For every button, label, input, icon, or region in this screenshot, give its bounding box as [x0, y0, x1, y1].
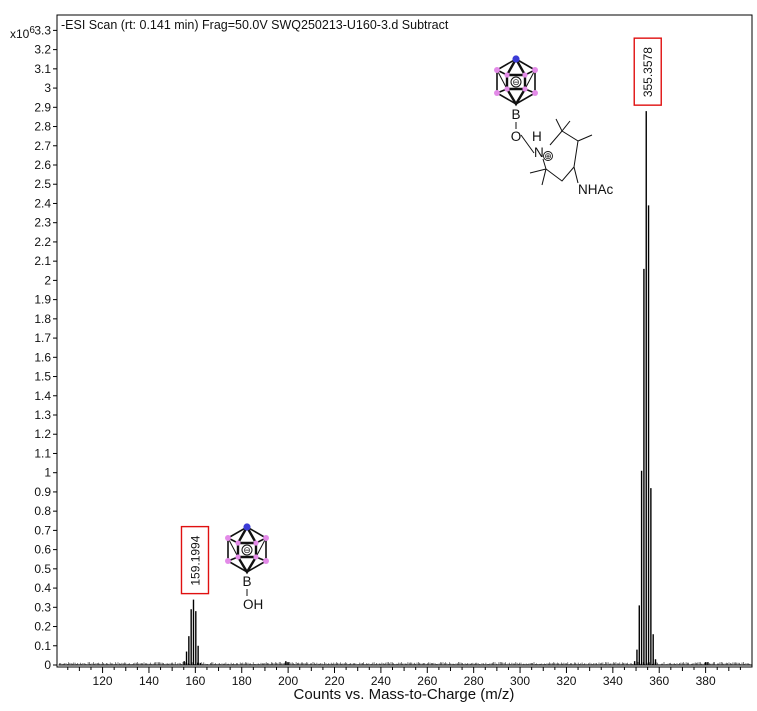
- x-tick-label: 160: [185, 674, 205, 688]
- svg-text:OH: OH: [243, 597, 263, 612]
- cage-right: ⊖: [494, 55, 538, 107]
- svg-text:355.3578: 355.3578: [641, 47, 655, 97]
- svg-text:⊕: ⊕: [544, 151, 552, 161]
- y-tick-label: 3: [44, 81, 51, 95]
- cage-left: ⊖: [225, 523, 269, 575]
- chart-title: -ESI Scan (rt: 0.141 min) Frag=50.0V SWQ…: [61, 18, 449, 32]
- x-tick-label: 120: [93, 674, 113, 688]
- spectrum-peaks: [183, 111, 709, 665]
- svg-text:H: H: [532, 129, 542, 144]
- y-tick-label: 1.2: [34, 427, 51, 441]
- y-tick-label: 2.8: [34, 120, 51, 134]
- y-tick-label: 0: [44, 658, 51, 672]
- y-tick-label: 1.6: [34, 350, 51, 364]
- x-axis: 120 140 160 180 200 220 240 260 280 300 320 340 360 3…: [67, 667, 741, 688]
- y-tick-label: 0.8: [34, 504, 51, 518]
- svg-text:O: O: [511, 129, 522, 144]
- x-tick-label: 300: [510, 674, 530, 688]
- svg-text:B: B: [242, 574, 251, 589]
- y-tick-label: 0.6: [34, 543, 51, 557]
- svg-text:B: B: [511, 107, 520, 122]
- x-tick-label: 240: [371, 674, 391, 688]
- y-tick-label: 1: [44, 466, 51, 480]
- y-tick-label: 1.5: [34, 370, 51, 384]
- svg-text:⊖: ⊖: [512, 77, 520, 87]
- x-tick-label: 340: [603, 674, 623, 688]
- y-tick-label: 0.1: [34, 639, 51, 653]
- x-tick-label: 280: [464, 674, 484, 688]
- y-tick-label: 2.5: [34, 177, 51, 191]
- y-tick-label: 0.7: [34, 523, 51, 537]
- y-tick-label: 1.1: [34, 446, 51, 460]
- x-tick-label: 220: [324, 674, 344, 688]
- y-tick-label: 1.7: [34, 331, 51, 345]
- y-tick-label: 0.5: [34, 562, 51, 576]
- y-tick-label: 2.3: [34, 216, 51, 230]
- structure-right: ⊖ B O H N ⊕ NHAc: [494, 55, 614, 197]
- plot-frame: [56, 14, 753, 668]
- peak-label: 159.1994: [180, 525, 210, 595]
- svg-text:⊖: ⊖: [243, 545, 251, 555]
- x-tick-label: 320: [556, 674, 576, 688]
- x-tick-label: 260: [417, 674, 437, 688]
- y-axis: 0 0.1 0.2 0.3 0.4 0.5 0.6 0.7 0.8 0.9 1 1.1 1.2 1.3 1.…: [34, 23, 57, 672]
- y-tick-label: 2.2: [34, 235, 51, 249]
- x-tick-label: 360: [649, 674, 669, 688]
- noise-trace: [59, 662, 751, 665]
- svg-text:N: N: [534, 145, 544, 160]
- y-tick-label: 2.9: [34, 100, 51, 114]
- y-tick-label: 0.3: [34, 600, 51, 614]
- x-tick-label: 380: [696, 674, 716, 688]
- x-tick-label: 140: [139, 674, 159, 688]
- y-multiplier: x106: [10, 25, 35, 41]
- svg-text:NHAc: NHAc: [578, 182, 614, 197]
- y-tick-label: 1.9: [34, 293, 51, 307]
- y-tick-label: 2.4: [34, 196, 51, 210]
- y-tick-label: 1.8: [34, 312, 51, 326]
- peak-label: 355.3578: [633, 37, 662, 106]
- y-tick-label: 0.4: [34, 581, 51, 595]
- structure-left: ⊖ B OH: [225, 523, 269, 612]
- peak-labels: 159.1994 355.3578: [180, 37, 662, 595]
- y-tick-label: 0.9: [34, 485, 51, 499]
- x-axis-label: Counts vs. Mass-to-Charge (m/z): [294, 686, 515, 703]
- y-tick-label: 1.3: [34, 408, 51, 422]
- y-tick-label: 2.6: [34, 158, 51, 172]
- y-tick-label: 2.1: [34, 254, 51, 268]
- y-tick-label: 2: [44, 273, 51, 287]
- y-tick-label: 3.1: [34, 62, 51, 76]
- y-tick-label: 0.2: [34, 620, 51, 634]
- x-tick-label: 200: [278, 674, 298, 688]
- x-tick-label: 180: [232, 674, 252, 688]
- y-tick-label: 1.4: [34, 389, 51, 403]
- y-tick-label: 3.3: [34, 23, 51, 37]
- y-tick-label: 2.7: [34, 139, 51, 153]
- svg-text:159.1994: 159.1994: [188, 535, 202, 585]
- y-tick-label: 3.2: [34, 43, 51, 57]
